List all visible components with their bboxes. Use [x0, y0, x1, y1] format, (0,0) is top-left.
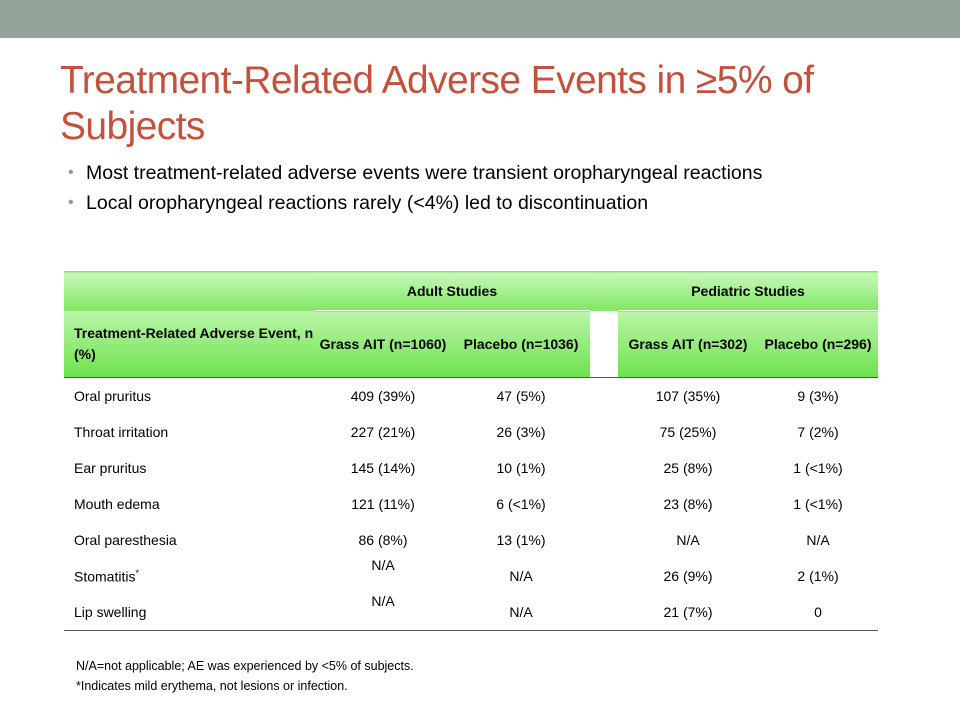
- column-header-gap: [590, 310, 619, 378]
- adult-placebo-value: 13 (1%): [496, 532, 546, 548]
- column-header-row: Treatment-Related Adverse Event, n (%) G…: [64, 310, 879, 378]
- table-row: Ear pruritus 145 (14%) 10 (1%) 25 (8%) 1…: [64, 450, 878, 486]
- group-header-empty: [64, 271, 314, 311]
- table-row: Mouth edema 121 (11%) 6 (<1%) 23 (8%) 1 …: [64, 486, 878, 522]
- event-name: Oral pruritus: [74, 388, 152, 404]
- adult-ait-value: N/A: [314, 593, 452, 631]
- bullet-item: • Local oropharyngeal reactions rarely (…: [68, 191, 928, 215]
- top-bar: [0, 0, 960, 38]
- ped-placebo-value: 1 (<1%): [793, 460, 843, 476]
- adult-placebo-value: 6 (<1%): [496, 496, 546, 512]
- footnotes: N/A=not applicable; AE was experienced b…: [76, 656, 414, 696]
- table-row: Oral paresthesia 86 (8%) 13 (1%) N/A N/A: [64, 522, 878, 558]
- gap-cell: [590, 450, 618, 486]
- footnote-stomatitis: *Indicates mild erythema, not lesions or…: [76, 679, 348, 693]
- event-name-text: Stomatitis: [74, 568, 136, 585]
- column-header-event: Treatment-Related Adverse Event, n (%): [64, 310, 314, 378]
- bullet-icon: •: [68, 194, 74, 211]
- bullet-text: Most treatment-related adverse events we…: [86, 162, 763, 184]
- bullet-text: Local oropharyngeal reactions rarely (<4…: [86, 192, 649, 214]
- gap-cell: [590, 558, 618, 594]
- adult-placebo-value: N/A: [452, 594, 591, 631]
- adult-placebo-value: 26 (3%): [496, 424, 546, 440]
- ped-ait-value: 75 (25%): [659, 424, 717, 440]
- group-header-spacer: [590, 271, 619, 311]
- ped-placebo-value: 9 (3%): [797, 388, 839, 404]
- ped-ait-value: 107 (35%): [655, 388, 721, 404]
- column-header-adult-placebo: Placebo (n=1036): [452, 310, 591, 378]
- gap-cell: [590, 594, 619, 631]
- adult-placebo-value: 47 (5%): [496, 388, 546, 404]
- column-header-ped-placebo: Placebo (n=296): [758, 310, 879, 378]
- table-row: Oral pruritus 409 (39%) 47 (5%) 107 (35%…: [64, 378, 878, 415]
- event-name: Stomatitis*: [64, 558, 314, 594]
- ped-ait-value: 26 (9%): [663, 568, 713, 584]
- slide-title: Treatment-Related Adverse Events in ≥5% …: [60, 59, 814, 148]
- column-header-ped-ait: Grass AIT (n=302): [618, 310, 759, 378]
- event-name: Mouth edema: [74, 496, 160, 512]
- ped-placebo-value: N/A: [806, 532, 830, 548]
- event-name: Throat irritation: [74, 424, 169, 440]
- footnote-na: N/A=not applicable; AE was experienced b…: [76, 659, 414, 673]
- adult-ait-value: 409 (39%): [350, 388, 416, 404]
- adult-ait-value-text: N/A: [371, 557, 395, 573]
- adult-ait-value: 86 (8%): [358, 532, 408, 548]
- ped-ait-value: 25 (8%): [663, 460, 713, 476]
- adult-ait-value: 227 (21%): [350, 424, 416, 440]
- adult-ait-value: 145 (14%): [350, 460, 416, 476]
- ped-placebo-value: 2 (1%): [797, 568, 839, 584]
- bullet-icon: •: [68, 164, 74, 181]
- group-header-row: Adult Studies Pediatric Studies: [64, 271, 879, 311]
- adult-placebo-value: 10 (1%): [496, 460, 546, 476]
- event-name: Ear pruritus: [74, 460, 147, 476]
- ped-placebo-value: 0: [758, 594, 879, 631]
- table-row: Throat irritation 227 (21%) 26 (3%) 75 (…: [64, 414, 878, 450]
- gap-cell: [590, 486, 618, 522]
- group-header-pediatric: Pediatric Studies: [618, 271, 879, 311]
- column-header-adult-ait: Grass AIT (n=1060): [314, 310, 452, 378]
- gap-cell: [590, 522, 618, 558]
- table-row: Stomatitis* N/A N/A 26 (9%) 2 (1%): [64, 557, 878, 594]
- ped-ait-value: 21 (7%): [618, 594, 759, 631]
- event-name: Oral paresthesia: [74, 532, 177, 548]
- group-header-adult: Adult Studies: [314, 271, 591, 311]
- event-name: Lip swelling: [64, 594, 314, 631]
- bullet-item: • Most treatment-related adverse events …: [68, 161, 928, 185]
- adverse-events-table: Adult Studies Pediatric Studies Treatmen…: [64, 271, 879, 631]
- ped-ait-value: 23 (8%): [663, 496, 713, 512]
- ped-ait-value: N/A: [676, 532, 700, 548]
- ped-placebo-value: 7 (2%): [797, 424, 839, 440]
- gap-cell: [590, 378, 618, 415]
- adult-ait-value: 121 (11%): [351, 496, 415, 512]
- bullet-list: • Most treatment-related adverse events …: [68, 161, 928, 221]
- adult-placebo-value: N/A: [509, 568, 533, 584]
- footnote-marker: *: [135, 567, 139, 578]
- table-row: Lip swelling N/A N/A 21 (7%) 0: [64, 593, 879, 631]
- ped-placebo-value: 1 (<1%): [793, 496, 843, 512]
- adult-ait-value: N/A: [314, 557, 452, 594]
- gap-cell: [590, 414, 618, 450]
- adult-ait-value-text: N/A: [371, 593, 395, 609]
